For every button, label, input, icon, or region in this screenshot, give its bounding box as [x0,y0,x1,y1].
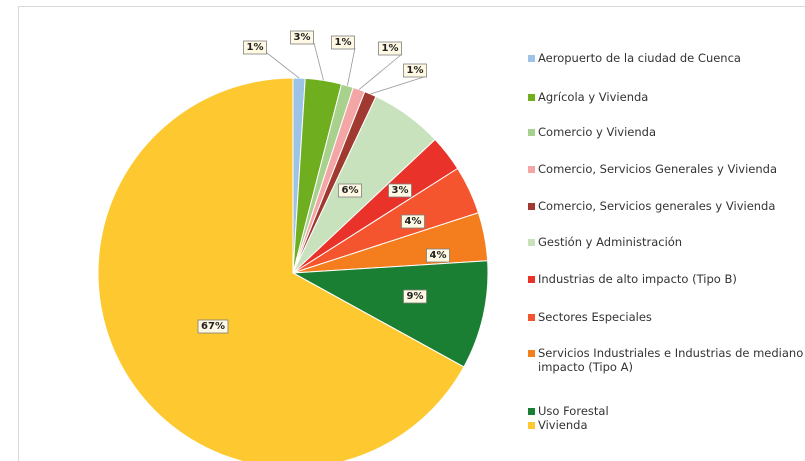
leader-line [370,75,428,95]
legend-label: Comercio y Vivienda [538,125,657,139]
legend-label: Servicios Industriales e Industrias de m… [538,346,804,374]
legend-swatch [528,55,535,62]
data-label: 3% [294,32,311,43]
legend-swatch [528,408,535,415]
data-label-box [403,63,427,78]
legend-entry: Comercio y Vivienda [528,125,804,139]
legend-entry: Gestión y Administración [528,235,804,249]
legend-entry: Uso Forestal [528,404,804,418]
data-label-box [197,319,229,334]
legend-label: Agrícola y Vivienda [538,90,649,104]
data-label-box [331,35,355,50]
data-label: 1% [247,42,264,53]
data-label-box [403,289,427,304]
legend-swatch [528,239,535,246]
legend-entry: Sectores Especiales [528,310,804,324]
legend-entry: Comercio, Servicios generales y Vivienda [528,199,804,213]
legend-entry: Industrias de alto impacto (Tipo B) [528,272,804,286]
pie-slice [97,77,465,461]
data-label: 9% [407,291,424,302]
data-label: 4% [405,216,422,227]
legend-label: Gestión y Administración [538,235,683,249]
data-label: 4% [430,250,447,261]
legend-swatch [528,203,535,210]
legend-swatch [528,94,535,101]
chart-border [18,6,805,461]
legend-label: Industrias de alto impacto (Tipo B) [538,272,737,286]
data-label: 1% [407,65,424,76]
legend-label: Aeropuerto de la ciudad de Cuenca [538,51,741,65]
legend-swatch [528,422,535,429]
legend-swatch [528,166,535,173]
leader-line [347,47,356,86]
data-label: 1% [335,37,352,48]
legend-label: Comercio, Servicios generales y Vivienda [538,199,776,213]
legend-entry: Servicios Industriales e Industrias de m… [528,346,804,374]
data-label-box [243,40,267,55]
data-label-box [401,214,425,229]
leader-line [358,53,403,90]
data-label-box [338,183,362,198]
data-label-box [290,30,314,45]
data-label: 6% [342,185,359,196]
data-label-box [378,41,402,56]
data-label-box [426,248,450,263]
legend-swatch [528,314,535,321]
legend-label: Comercio, Servicios Generales y Vivienda [538,162,778,176]
pie-slice [291,260,489,368]
legend-swatch [528,350,535,357]
legend-swatch [528,129,535,136]
legend-label: Uso Forestal [538,404,609,418]
legend-entry: Aeropuerto de la ciudad de Cuenca [528,51,804,65]
legend-entry: Vivienda [528,418,804,432]
data-label: 1% [382,43,399,54]
legend-entry: Agrícola y Vivienda [528,90,804,104]
data-label: 3% [392,185,409,196]
data-label: 67% [201,321,225,332]
leader-line [313,42,324,81]
legend-label: Vivienda [538,418,588,432]
leader-line [266,52,300,79]
legend-label: Sectores Especiales [538,310,652,324]
legend-entry: Comercio, Servicios Generales y Vivienda [528,162,804,176]
legend-swatch [528,276,535,283]
data-label-box [388,183,412,198]
